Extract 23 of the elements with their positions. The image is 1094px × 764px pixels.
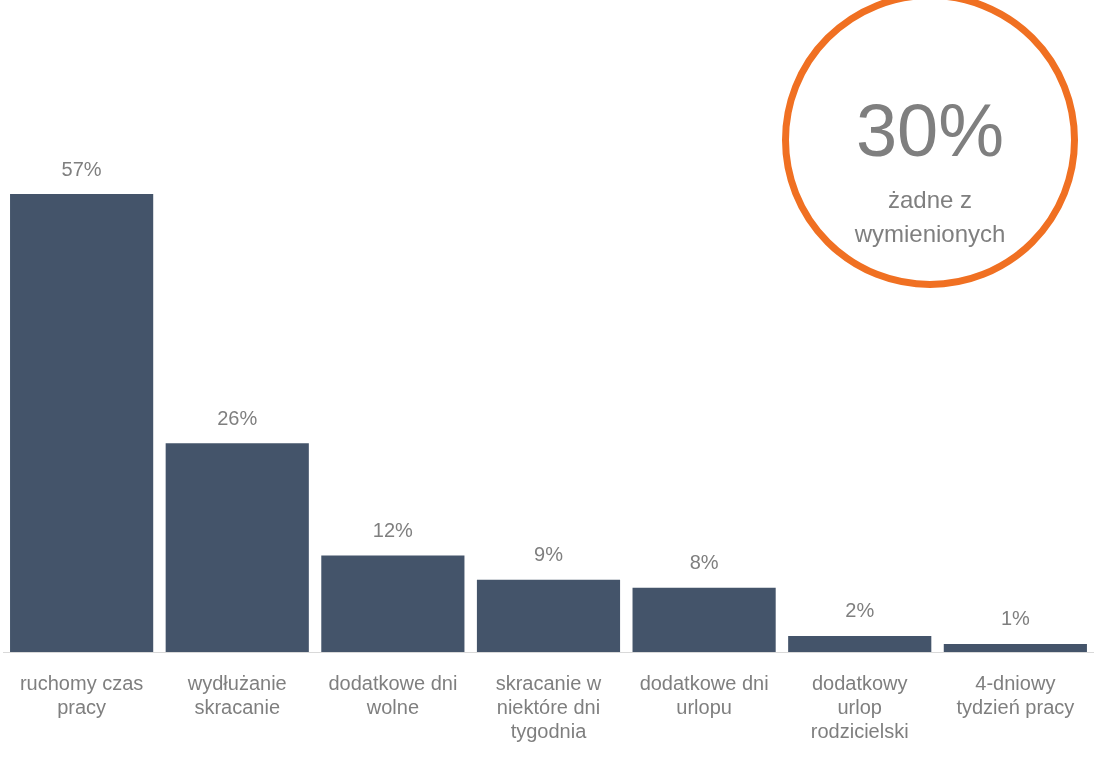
x-tick-label: dodatkowy urlop rodzicielski [810, 671, 909, 742]
circle-outline: 30% żadne z wymienionych [782, 0, 1078, 288]
x-tick-label: skracanie w niektóre dni tygodnia [495, 671, 602, 742]
x-tick-label: 4-dniowy tydzień pracy [956, 671, 1075, 718]
x-tick-label: wydłużanie skracanie [186, 671, 287, 718]
x-tick-label: dodatkowe dni wolne [328, 671, 458, 718]
data-label: 57% [61, 157, 102, 180]
data-label: 8% [689, 551, 719, 574]
data-label: 9% [534, 543, 564, 566]
data-label: 26% [217, 406, 258, 429]
bar [943, 643, 1087, 652]
bar [632, 587, 776, 652]
bar [165, 443, 309, 652]
bar [476, 579, 621, 652]
data-label: 2% [845, 599, 875, 622]
bar [10, 194, 154, 652]
annotation: żadne z wymienionych [853, 185, 1007, 249]
bar [788, 635, 932, 652]
x-tick-label: dodatkowe dni urlopu [639, 671, 769, 718]
data-label: 1% [1000, 607, 1031, 630]
bar [321, 555, 465, 652]
data-label: 12% [372, 519, 414, 542]
x-tick-label: ruchomy czas pracy [19, 671, 144, 718]
